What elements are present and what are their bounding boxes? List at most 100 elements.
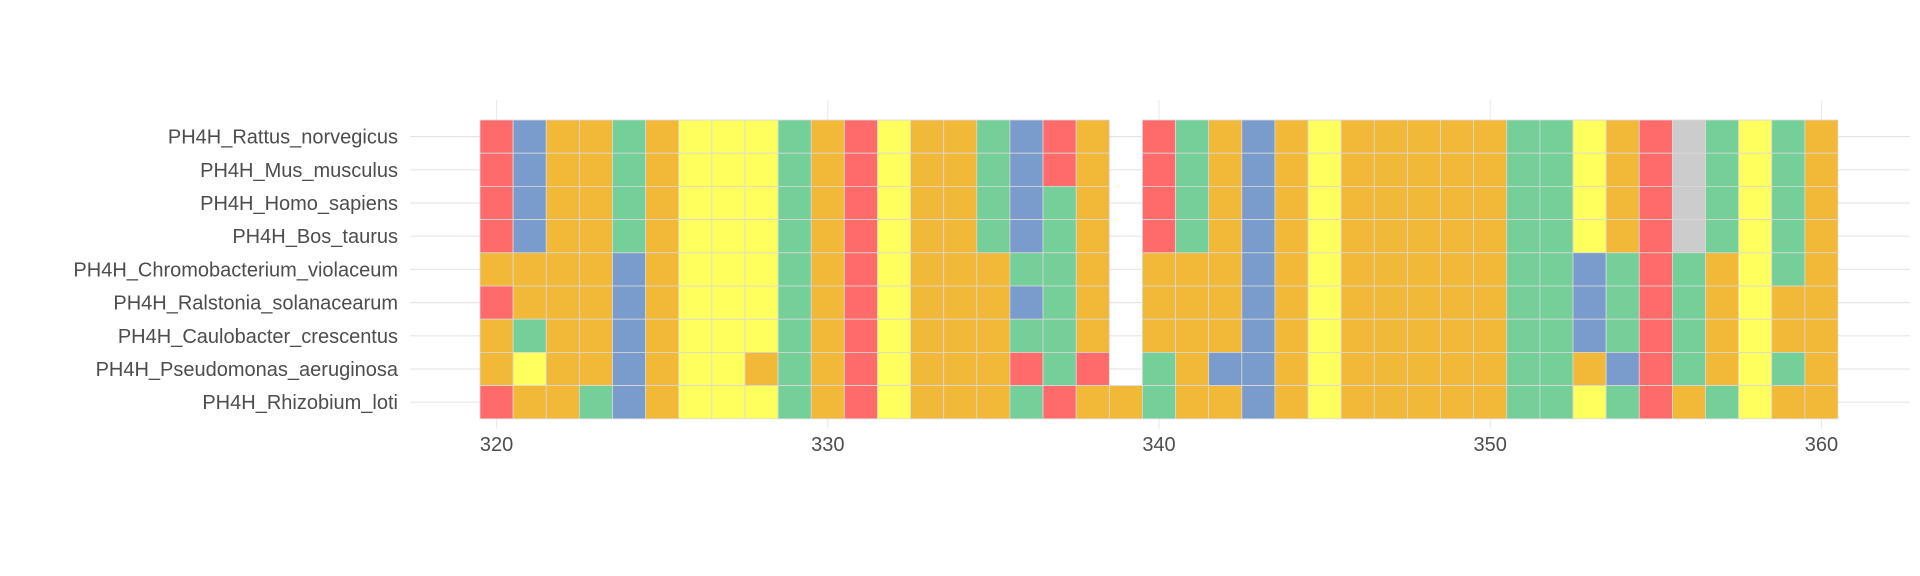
heatmap-cell (1738, 185, 1773, 220)
heatmap-cell (1075, 152, 1110, 187)
heatmap-cell (645, 285, 680, 320)
heatmap-cell (976, 351, 1011, 386)
heatmap-cell (711, 318, 746, 353)
row-label: PH4H_Rattus_norvegicus (168, 127, 398, 149)
heatmap-cell (1175, 318, 1210, 353)
heatmap-cell (545, 152, 580, 187)
heatmap-cell (910, 185, 945, 220)
heatmap-cell (711, 252, 746, 287)
heatmap-cell (1373, 285, 1408, 320)
heatmap-cell (1208, 318, 1243, 353)
x-tick-label: 350 (1474, 434, 1507, 456)
heatmap-cell (744, 285, 779, 320)
heatmap-cell (1175, 152, 1210, 187)
heatmap-cell (512, 119, 547, 154)
heatmap-cells (479, 119, 1839, 420)
heatmap-cell (810, 119, 845, 154)
heatmap-cell (810, 285, 845, 320)
heatmap-cell (1539, 318, 1574, 353)
heatmap-cell (545, 351, 580, 386)
heatmap-cell (1771, 152, 1806, 187)
heatmap-cell (843, 119, 878, 154)
heatmap-cell (1738, 152, 1773, 187)
heatmap-cell (1241, 385, 1276, 420)
heatmap-cell (612, 385, 647, 420)
heatmap-cell (479, 385, 514, 420)
heatmap-cell (1572, 219, 1607, 254)
heatmap-cell (612, 119, 647, 154)
heatmap-cell (1307, 219, 1342, 254)
x-tick-label: 360 (1805, 434, 1838, 456)
heatmap-cell (1638, 152, 1673, 187)
heatmap-cell (479, 351, 514, 386)
heatmap-cell (1042, 219, 1077, 254)
heatmap-cell (1340, 219, 1375, 254)
heatmap-cell (1274, 351, 1309, 386)
heatmap-cell (678, 119, 713, 154)
heatmap-cell (545, 285, 580, 320)
heatmap-cell (1274, 285, 1309, 320)
heatmap-cell (1506, 252, 1541, 287)
heatmap-cell (645, 252, 680, 287)
heatmap-cell (1804, 285, 1839, 320)
heatmap-cell (777, 219, 812, 254)
heatmap-cell (1142, 385, 1176, 420)
heatmap-cell (545, 318, 580, 353)
heatmap-cell (976, 152, 1011, 187)
heatmap-cell (1771, 185, 1806, 220)
heatmap-cell (645, 152, 680, 187)
heatmap-cell (1473, 285, 1508, 320)
heatmap-cell (1506, 185, 1541, 220)
heatmap-cell (943, 152, 978, 187)
heatmap-cell (1009, 119, 1044, 154)
heatmap-cell (645, 385, 680, 420)
heatmap-cell (1042, 119, 1077, 154)
heatmap-cell (1373, 252, 1408, 287)
heatmap-cell (1671, 318, 1706, 353)
heatmap-cell (1042, 152, 1077, 187)
heatmap-cell (1373, 351, 1408, 386)
heatmap-cell (910, 318, 945, 353)
heatmap-cell (1473, 252, 1508, 287)
x-tick-label: 320 (480, 434, 513, 456)
heatmap-cell (1605, 119, 1640, 154)
heatmap-cell (943, 351, 978, 386)
heatmap-cell (1307, 185, 1342, 220)
heatmap-cell (810, 252, 845, 287)
heatmap-cell (678, 351, 713, 386)
heatmap-cell (843, 318, 878, 353)
heatmap-cell (1241, 119, 1276, 154)
heatmap-cell (512, 185, 547, 220)
heatmap-cell (1407, 385, 1441, 420)
heatmap-cell (1440, 219, 1475, 254)
heatmap-cell (1142, 152, 1176, 187)
heatmap-cell (1175, 119, 1210, 154)
heatmap-cell (612, 318, 647, 353)
heatmap-cell (976, 252, 1011, 287)
heatmap-cell (1241, 351, 1276, 386)
heatmap-cell (545, 219, 580, 254)
heatmap-cell (1009, 185, 1044, 220)
heatmap-cell (1506, 285, 1541, 320)
heatmap-cell (1506, 385, 1541, 420)
heatmap-cell (1473, 219, 1508, 254)
heatmap-cell (1340, 318, 1375, 353)
heatmap-cell (777, 252, 812, 287)
heatmap-cell (1705, 285, 1740, 320)
heatmap-cell (1175, 185, 1210, 220)
heatmap-cell (612, 285, 647, 320)
heatmap-cell (943, 252, 978, 287)
heatmap-cell (1142, 119, 1176, 154)
heatmap-cell (545, 119, 580, 154)
heatmap-cell (777, 318, 812, 353)
heatmap-cell (1042, 318, 1077, 353)
heatmap-cell (777, 119, 812, 154)
heatmap-cell (645, 119, 680, 154)
heatmap-cell (1440, 185, 1475, 220)
heatmap-cell (1009, 252, 1044, 287)
heatmap-cell (777, 285, 812, 320)
heatmap-cell (1638, 185, 1673, 220)
heatmap-cell (1605, 252, 1640, 287)
heatmap-cell (877, 252, 911, 287)
heatmap-cell (1373, 219, 1408, 254)
